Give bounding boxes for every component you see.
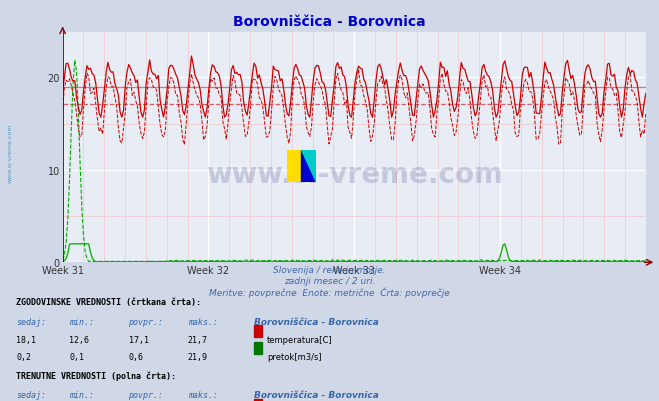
- Text: 0,2: 0,2: [16, 352, 32, 360]
- Polygon shape: [287, 150, 302, 182]
- Polygon shape: [302, 150, 316, 182]
- Text: povpr.:: povpr.:: [129, 390, 163, 399]
- Text: zadnji mesec / 2 uri.: zadnji mesec / 2 uri.: [284, 276, 375, 285]
- Text: Borovniščica - Borovnica: Borovniščica - Borovnica: [233, 15, 426, 29]
- Text: min.:: min.:: [69, 317, 94, 326]
- Text: 18,1: 18,1: [16, 335, 36, 344]
- Text: Borovniščica - Borovnica: Borovniščica - Borovnica: [254, 390, 378, 399]
- Text: maks.:: maks.:: [188, 390, 218, 399]
- Text: www.si-vreme.com: www.si-vreme.com: [8, 123, 13, 182]
- Text: Meritve: povprečne  Enote: metrične  Črta: povprečje: Meritve: povprečne Enote: metrične Črta:…: [209, 286, 450, 297]
- Text: ZGODOVINSKE VREDNOSTI (črtkana črta):: ZGODOVINSKE VREDNOSTI (črtkana črta):: [16, 298, 202, 306]
- Text: 12,6: 12,6: [69, 335, 89, 344]
- Text: pretok[m3/s]: pretok[m3/s]: [267, 352, 322, 360]
- Text: 21,7: 21,7: [188, 335, 208, 344]
- Text: 17,1: 17,1: [129, 335, 148, 344]
- Text: sedaj:: sedaj:: [16, 390, 47, 399]
- Text: 0,6: 0,6: [129, 352, 144, 360]
- Text: www.si-vreme.com: www.si-vreme.com: [206, 161, 503, 189]
- Text: temperatura[C]: temperatura[C]: [267, 335, 333, 344]
- Text: 21,9: 21,9: [188, 352, 208, 360]
- Text: Borovniščica - Borovnica: Borovniščica - Borovnica: [254, 317, 378, 326]
- Text: 0,1: 0,1: [69, 352, 84, 360]
- Polygon shape: [302, 150, 316, 182]
- Text: povpr.:: povpr.:: [129, 317, 163, 326]
- Text: TRENUTNE VREDNOSTI (polna črta):: TRENUTNE VREDNOSTI (polna črta):: [16, 371, 177, 381]
- Text: maks.:: maks.:: [188, 317, 218, 326]
- Text: Slovenija / reke in morje.: Slovenija / reke in morje.: [273, 265, 386, 274]
- Text: sedaj:: sedaj:: [16, 317, 47, 326]
- Text: min.:: min.:: [69, 390, 94, 399]
